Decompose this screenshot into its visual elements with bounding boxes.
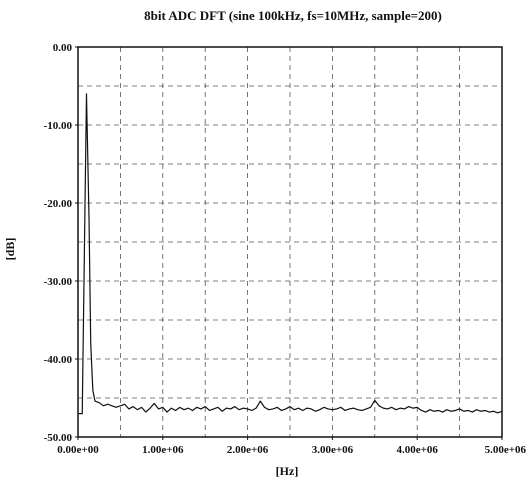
x-axis-label: [Hz] bbox=[276, 464, 299, 478]
y-tick-label: 0.00 bbox=[53, 42, 73, 54]
y-tick-label: -10.00 bbox=[44, 120, 73, 132]
y-tick-label: -50.00 bbox=[44, 432, 73, 444]
x-tick-label: 5.00e+06 bbox=[485, 444, 527, 456]
tick-labels: 0.00 -10.00 -20.00 -30.00 -40.00 -50.000.00e+… bbox=[44, 42, 527, 456]
plot-area-frame bbox=[77, 46, 503, 438]
y-tick-label: -30.00 bbox=[44, 276, 73, 288]
y-axis-label: [dB] bbox=[3, 238, 17, 261]
x-tick-label: 2.00e+06 bbox=[227, 444, 269, 456]
y-tick-label: -20.00 bbox=[44, 198, 73, 210]
x-tick-label: 3.00e+06 bbox=[312, 444, 354, 456]
y-tick-label: -40.00 bbox=[44, 354, 73, 366]
series-layer bbox=[78, 93, 503, 415]
x-tick-label: 0.00e+00 bbox=[57, 444, 99, 456]
grid bbox=[78, 47, 502, 437]
chart-title: 8bit ADC DFT (sine 100kHz, fs=10MHz, sam… bbox=[144, 8, 442, 23]
series-line bbox=[78, 93, 503, 415]
x-tick-label: 1.00e+06 bbox=[142, 444, 184, 456]
x-tick-label: 4.00e+06 bbox=[396, 444, 438, 456]
